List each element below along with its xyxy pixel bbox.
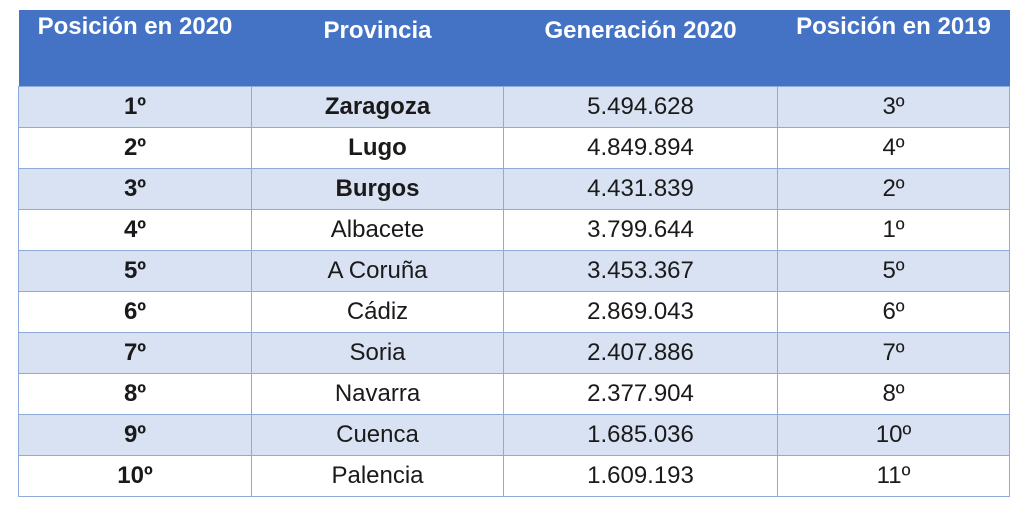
cell-rank-2020: 4º (18, 209, 252, 251)
cell-generation-2020: 1.685.036 (503, 414, 778, 456)
table-row: 10º Palencia 1.609.193 11º (18, 455, 1010, 497)
cell-generation-2020: 1.609.193 (503, 455, 778, 497)
cell-generation-2020: 5.494.628 (503, 86, 778, 128)
cell-generation-2020: 4.431.839 (503, 168, 778, 210)
cell-generation-2020: 3.799.644 (503, 209, 778, 251)
header-row: Posición en 2020 Provincia Generación 20… (18, 10, 1010, 87)
cell-province: Soria (251, 332, 504, 374)
cell-rank-2019: 6º (777, 291, 1010, 333)
cell-rank-2020: 5º (18, 250, 252, 292)
table-row: 8º Navarra 2.377.904 8º (18, 373, 1010, 415)
cell-province: Cádiz (251, 291, 504, 333)
cell-generation-2020: 4.849.894 (503, 127, 778, 169)
table-row: 9º Cuenca 1.685.036 10º (18, 414, 1010, 456)
cell-rank-2019: 7º (777, 332, 1010, 374)
cell-rank-2020: 9º (18, 414, 252, 456)
header-position-2020: Posición en 2020 (18, 10, 252, 87)
cell-rank-2019: 8º (777, 373, 1010, 415)
cell-rank-2019: 3º (777, 86, 1010, 128)
table-row: 3º Burgos 4.431.839 2º (18, 168, 1010, 210)
table-row: 2º Lugo 4.849.894 4º (18, 127, 1010, 169)
cell-rank-2019: 11º (777, 455, 1010, 497)
table-header: Posición en 2020 Provincia Generación 20… (18, 10, 1010, 87)
cell-province: Palencia (251, 455, 504, 497)
cell-rank-2019: 10º (777, 414, 1010, 456)
cell-province: A Coruña (251, 250, 504, 292)
cell-generation-2020: 2.407.886 (503, 332, 778, 374)
cell-generation-2020: 2.869.043 (503, 291, 778, 333)
cell-province: Burgos (251, 168, 504, 210)
province-ranking-table: Posición en 2020 Provincia Generación 20… (18, 10, 1010, 497)
table-row: 1º Zaragoza 5.494.628 3º (18, 86, 1010, 128)
cell-province: Zaragoza (251, 86, 504, 128)
cell-rank-2019: 2º (777, 168, 1010, 210)
cell-generation-2020: 3.453.367 (503, 250, 778, 292)
cell-rank-2020: 6º (18, 291, 252, 333)
cell-province: Navarra (251, 373, 504, 415)
table-row: 4º Albacete 3.799.644 1º (18, 209, 1010, 251)
cell-rank-2020: 8º (18, 373, 252, 415)
table-row: 5º A Coruña 3.453.367 5º (18, 250, 1010, 292)
cell-province: Cuenca (251, 414, 504, 456)
table-body: 1º Zaragoza 5.494.628 3º 2º Lugo 4.849.8… (18, 86, 1010, 497)
cell-province: Albacete (251, 209, 504, 251)
header-province: Provincia (251, 10, 504, 87)
cell-rank-2020: 7º (18, 332, 252, 374)
cell-rank-2020: 1º (18, 86, 252, 128)
cell-rank-2020: 10º (18, 455, 252, 497)
ranking-table-container: Posición en 2020 Provincia Generación 20… (18, 10, 1010, 497)
header-generation-2020: Generación 2020 (503, 10, 778, 87)
cell-rank-2019: 5º (777, 250, 1010, 292)
cell-rank-2019: 4º (777, 127, 1010, 169)
cell-province: Lugo (251, 127, 504, 169)
cell-rank-2020: 2º (18, 127, 252, 169)
header-position-2019: Posición en 2019 (777, 10, 1010, 87)
cell-rank-2019: 1º (777, 209, 1010, 251)
table-row: 7º Soria 2.407.886 7º (18, 332, 1010, 374)
cell-rank-2020: 3º (18, 168, 252, 210)
cell-generation-2020: 2.377.904 (503, 373, 778, 415)
table-row: 6º Cádiz 2.869.043 6º (18, 291, 1010, 333)
